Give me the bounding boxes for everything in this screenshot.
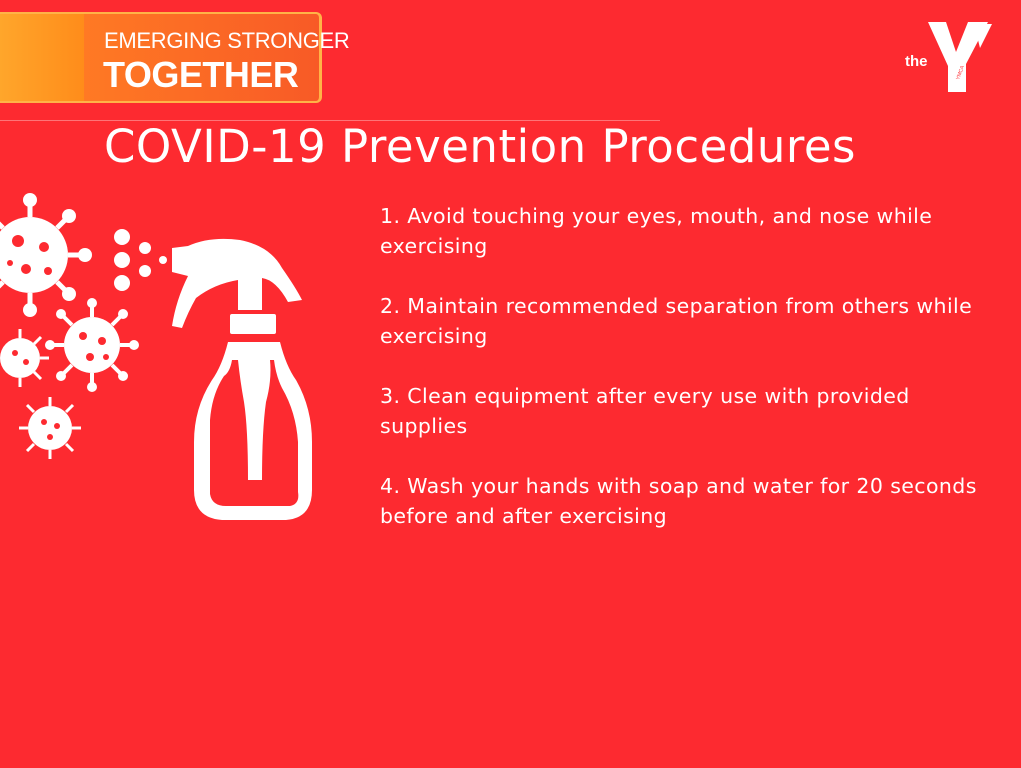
banner-accent-strip — [0, 14, 84, 101]
spray-mist-icon — [114, 229, 167, 291]
procedure-item: 4. Wash your hands with soap and water f… — [380, 474, 977, 528]
logo-ymca-text: YMCA — [955, 64, 966, 80]
illustration — [0, 193, 312, 520]
ymca-logo-icon: the YMCA — [905, 22, 992, 92]
procedure-item: 2. Maintain recommended separation from … — [380, 294, 973, 348]
banner-tagline-top: EMERGING STRONGER — [104, 28, 350, 53]
virus-icon — [0, 193, 139, 459]
procedure-item: 1. Avoid touching your eyes, mouth, and … — [380, 204, 933, 258]
procedure-item: 3. Clean equipment after every use with … — [380, 384, 910, 438]
banner-tagline-bottom: TOGETHER — [103, 54, 299, 95]
campaign-banner: EMERGING STRONGER TOGETHER — [0, 12, 350, 103]
spray-bottle-icon — [172, 238, 312, 520]
header-divider — [0, 120, 660, 121]
procedures-list: 1. Avoid touching your eyes, mouth, and … — [380, 201, 1000, 561]
logo-the-text: the — [905, 53, 928, 70]
page-title: COVID-19 Prevention Procedures — [104, 120, 856, 173]
